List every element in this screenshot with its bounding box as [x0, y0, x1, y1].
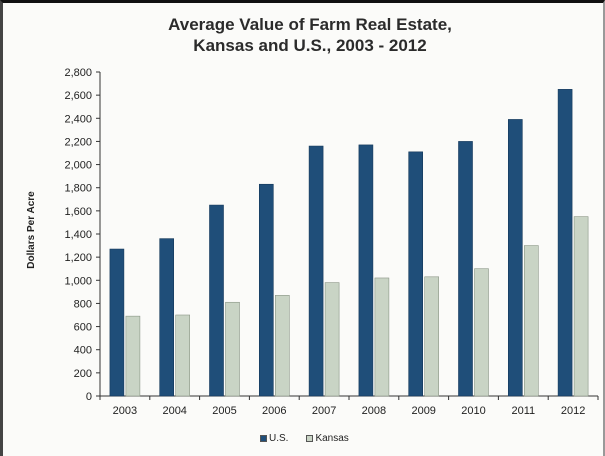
x-tick-label: 2004 [162, 405, 186, 417]
bars-group [109, 89, 589, 397]
x-tick-label: 2009 [411, 405, 435, 417]
bar-kansas-2006 [274, 295, 290, 397]
bar-kansas-2011 [523, 245, 539, 397]
bar-us-2005 [209, 204, 224, 397]
bar-kansas-2007 [324, 282, 340, 397]
legend: U.S. Kansas [260, 433, 367, 444]
bar-kansas-2012 [573, 216, 589, 397]
bar-kansas-2005 [225, 301, 240, 397]
y-tick-label: 600 [74, 322, 92, 334]
y-tick-label: 1,800 [64, 183, 92, 195]
chart-title-line1: Average Value of Farm Real Estate, [168, 15, 452, 34]
bar-us-2010 [458, 141, 473, 397]
bar-kansas-2009 [424, 276, 440, 397]
bar-kansas-2010 [474, 268, 489, 397]
bar-kansas-2008 [374, 277, 390, 397]
legend-item-kansas: Kansas [306, 433, 349, 444]
bar-us-2008 [358, 144, 374, 397]
bar-us-2011 [507, 119, 523, 397]
bar-us-2012 [557, 89, 573, 397]
y-tick-label: 2,200 [64, 136, 92, 148]
y-tick-label: 2,000 [64, 160, 92, 172]
y-tick-label: 1,600 [64, 206, 92, 218]
x-tick-label: 2003 [113, 405, 137, 417]
legend-item-us: U.S. [260, 433, 288, 444]
chart-title: Average Value of Farm Real Estate, Kansa… [110, 14, 510, 56]
y-tick-label: 2,600 [64, 90, 92, 102]
y-axis: 0 200 400 600 800 1,000 1,200 1,400 1,600 1,800 2,… [64, 67, 101, 403]
y-tick-label: 200 [74, 368, 92, 380]
bar-us-2003 [109, 248, 125, 397]
x-tick-label: 2011 [511, 405, 535, 417]
y-tick-label: 400 [74, 345, 92, 357]
bar-us-2006 [258, 183, 274, 397]
legend-swatch-us [260, 435, 267, 442]
legend-swatch-kansas [306, 435, 314, 442]
y-tick-label: 1,200 [64, 252, 92, 264]
bar-us-2009 [408, 151, 424, 397]
legend-label-kansas: Kansas [315, 433, 349, 444]
bar-us-2007 [308, 145, 324, 397]
bar-kansas-2004 [175, 314, 190, 397]
x-tick-label: 2008 [362, 405, 386, 417]
y-tick-label: 2,800 [64, 67, 92, 79]
y-tick-label: 2,400 [64, 113, 92, 125]
y-tick-label: 800 [74, 298, 92, 310]
bar-kansas-2003 [125, 315, 141, 397]
y-tick-label: 0 [86, 391, 92, 403]
x-tick-label: 2007 [312, 405, 336, 417]
x-axis: 2003 2004 2005 2006 2007 2008 2009 2010 2011 2012 [99, 395, 599, 417]
chart-title-line2: Kansas and U.S., 2003 - 2012 [193, 36, 427, 55]
y-tick-label: 1,400 [64, 229, 92, 241]
legend-label-us: U.S. [269, 433, 289, 444]
x-tick-label: 2005 [212, 405, 236, 417]
x-tick-label: 2006 [262, 405, 286, 417]
bar-us-2004 [159, 238, 174, 397]
y-tick-label: 1,000 [64, 275, 92, 287]
y-axis-label: Dollars Per Acre [26, 191, 37, 269]
x-tick-label: 2010 [461, 405, 485, 417]
x-tick-label: 2012 [561, 405, 585, 417]
